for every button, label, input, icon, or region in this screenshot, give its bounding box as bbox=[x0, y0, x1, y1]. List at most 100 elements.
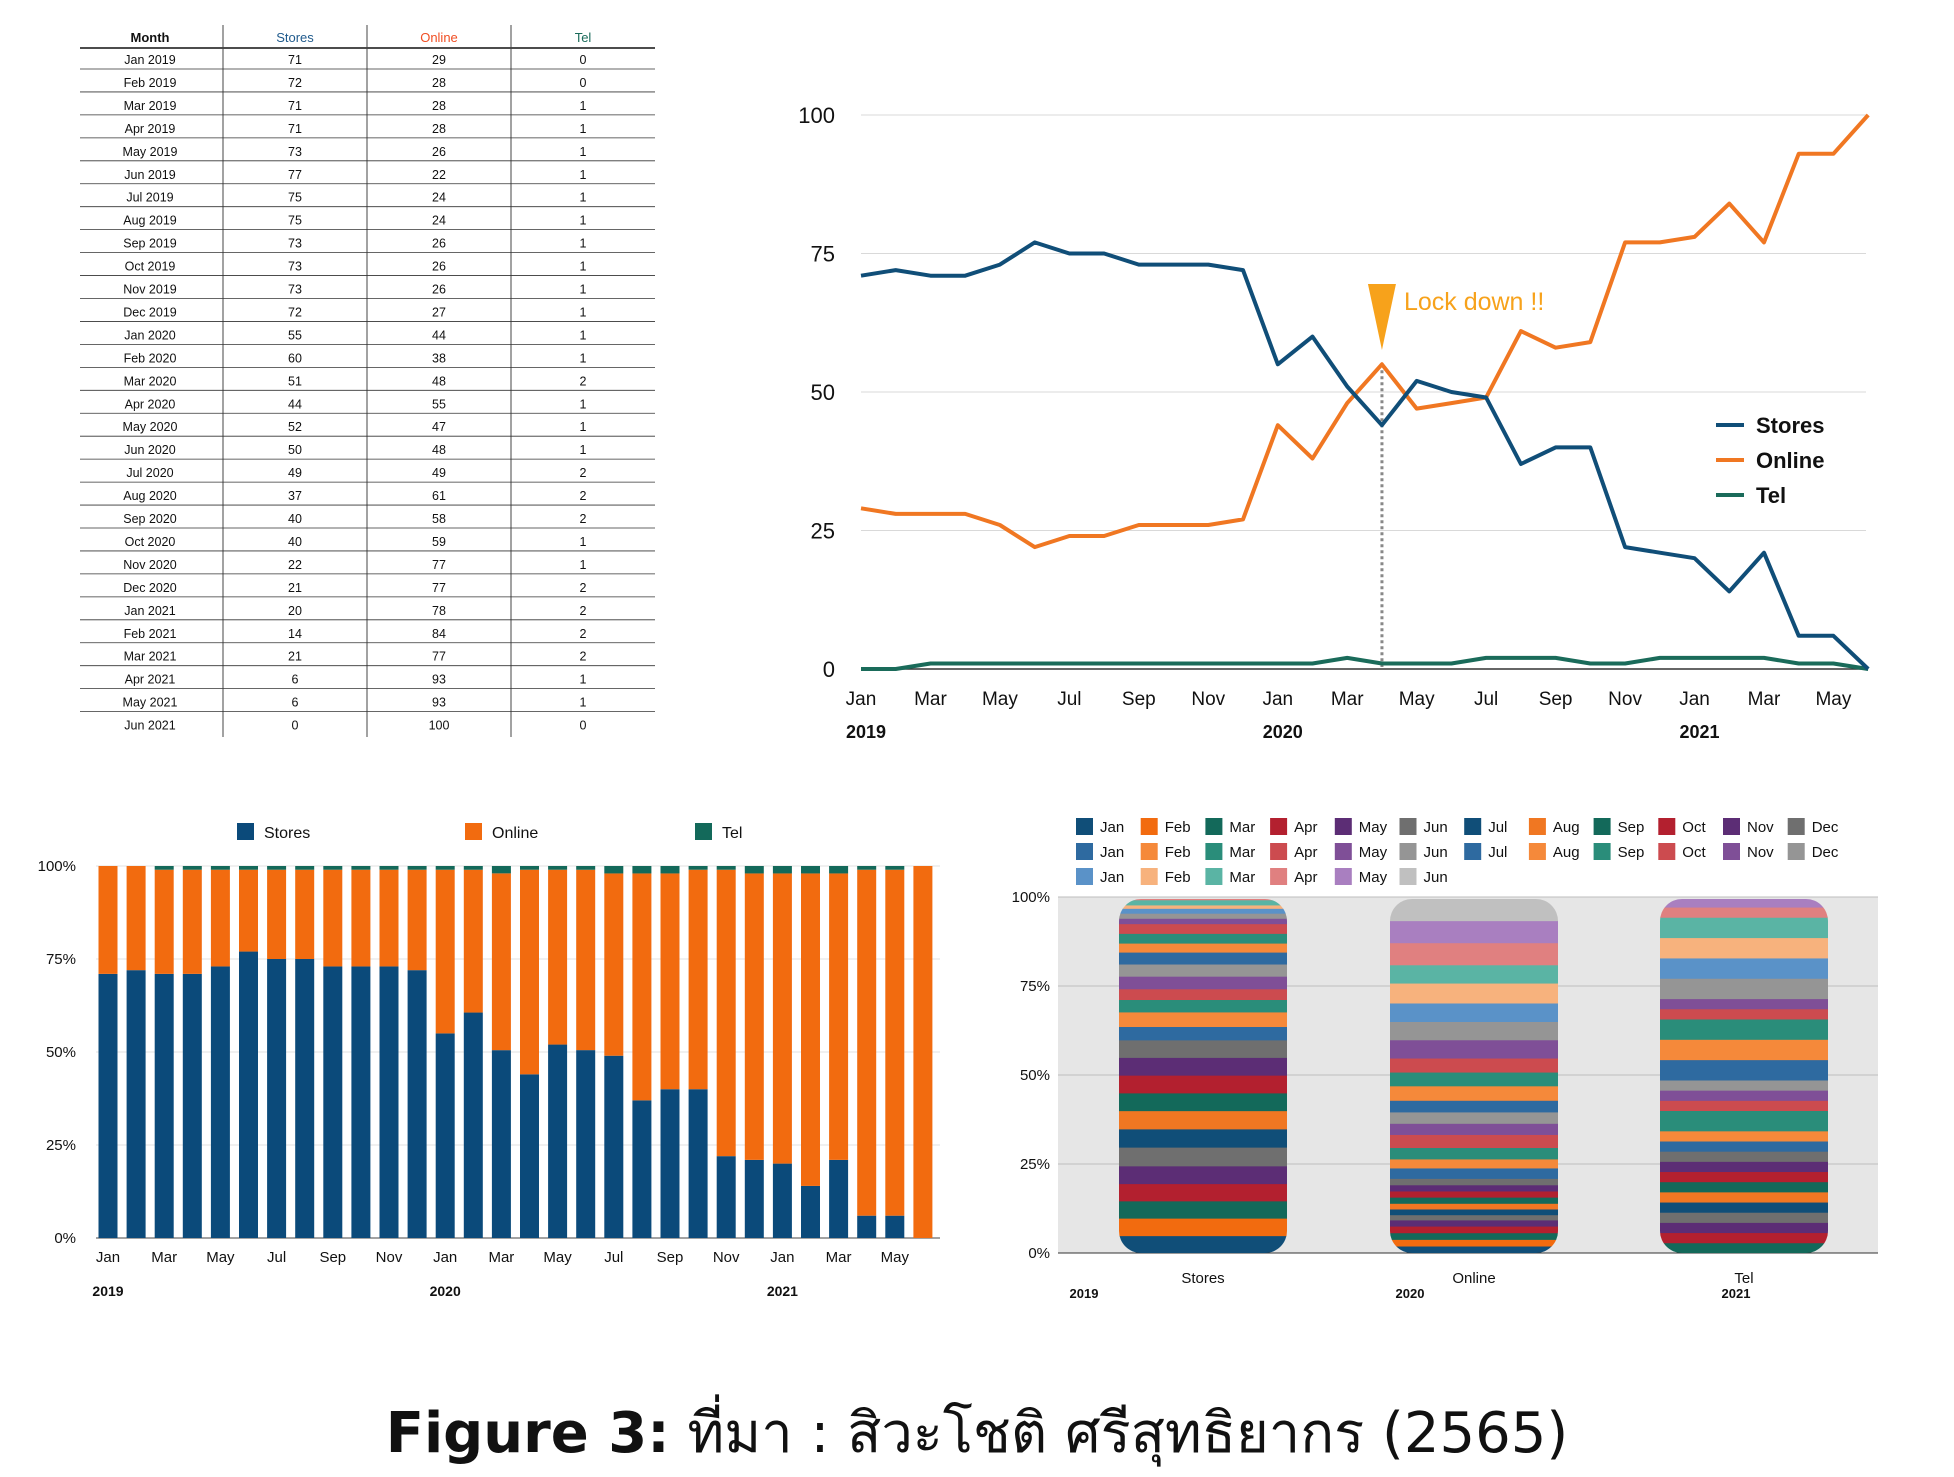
table-cell: 26 bbox=[432, 260, 446, 274]
composition-segment bbox=[1660, 917, 1828, 939]
composition-legend-swatch bbox=[1334, 818, 1352, 835]
composition-legend-label: May bbox=[1359, 844, 1388, 861]
line-chart-xtick: Nov bbox=[1608, 689, 1642, 710]
bar-chart-xtick: Jan bbox=[96, 1249, 120, 1266]
composition-legend-swatch bbox=[1270, 843, 1288, 860]
line-chart-xtick: Jan bbox=[1262, 689, 1293, 710]
composition-segment bbox=[1119, 988, 1287, 1001]
composition-legend-swatch bbox=[1205, 868, 1223, 885]
table-cell: 1 bbox=[580, 283, 587, 297]
composition-segment bbox=[1660, 1019, 1828, 1040]
composition-year-label: 2019 bbox=[1070, 1286, 1099, 1301]
composition-year-label: 2020 bbox=[1396, 1286, 1425, 1301]
table-cell: 1 bbox=[580, 420, 587, 434]
table-header-tel: Tel bbox=[575, 30, 592, 45]
composition-legend-swatch bbox=[1334, 868, 1352, 885]
bar-segment-tel bbox=[407, 866, 427, 870]
composition-category-label: Online bbox=[1452, 1270, 1495, 1287]
table-cell: 47 bbox=[432, 420, 446, 434]
table-cell: 93 bbox=[432, 696, 446, 710]
bar-chart-ytick: 75% bbox=[46, 951, 76, 968]
line-chart-xtick: May bbox=[1399, 689, 1435, 710]
table-cell: 26 bbox=[432, 145, 446, 159]
bar-segment-tel bbox=[744, 866, 764, 874]
table-cell: 48 bbox=[432, 374, 446, 388]
bar-segment-stores bbox=[435, 1033, 455, 1238]
line-chart-ytick: 100 bbox=[798, 103, 835, 128]
composition-segment bbox=[1119, 899, 1287, 906]
composition-ytick: 75% bbox=[1020, 978, 1050, 995]
table-cell: 1 bbox=[580, 558, 587, 572]
composition-segment bbox=[1390, 1239, 1558, 1247]
composition-legend-swatch bbox=[1787, 843, 1805, 860]
bar-segment-online bbox=[857, 869, 877, 1216]
bar-chart-xtick: May bbox=[206, 1249, 235, 1266]
bar-segment-online bbox=[885, 869, 905, 1216]
table-cell: 2 bbox=[580, 489, 587, 503]
bar-segment-tel bbox=[772, 866, 792, 874]
bar-chart-xtick: Jul bbox=[267, 1249, 286, 1266]
table-cell: Feb 2020 bbox=[124, 351, 177, 365]
composition-segment bbox=[1390, 964, 1558, 984]
composition-segment bbox=[1660, 937, 1828, 959]
bar-segment-tel bbox=[548, 866, 568, 870]
table-cell: 0 bbox=[292, 719, 299, 733]
bar-chart-xtick: Sep bbox=[319, 1249, 346, 1266]
composition-segment bbox=[1660, 1191, 1828, 1203]
composition-segment bbox=[1660, 958, 1828, 979]
composition-legend-swatch bbox=[1205, 843, 1223, 860]
composition-segment bbox=[1660, 1130, 1828, 1142]
bar-segment-tel bbox=[801, 866, 820, 874]
lockdown-annotation: Lock down !! bbox=[1404, 288, 1544, 316]
line-chart-year-label: 2020 bbox=[1263, 722, 1303, 742]
table-cell: 75 bbox=[288, 191, 302, 205]
table-cell: Jan 2021 bbox=[124, 604, 175, 618]
composition-segment bbox=[1660, 1141, 1828, 1152]
composition-legend-label: Mar bbox=[1229, 819, 1255, 836]
composition-segment bbox=[1390, 942, 1558, 966]
bar-segment-tel bbox=[829, 866, 849, 874]
line-chart-xtick: Mar bbox=[1748, 689, 1781, 710]
table-cell: 1 bbox=[580, 535, 587, 549]
table-cell: 77 bbox=[432, 581, 446, 595]
line-chart-xtick: Jul bbox=[1057, 689, 1081, 710]
composition-segment bbox=[1390, 1214, 1558, 1221]
bar-legend-swatch bbox=[695, 823, 712, 840]
composition-segment bbox=[1660, 1181, 1828, 1193]
bar-segment-tel bbox=[857, 866, 877, 870]
table-cell: 71 bbox=[288, 99, 302, 113]
table-cell: 77 bbox=[432, 650, 446, 664]
composition-legend-swatch bbox=[1593, 818, 1611, 835]
bar-segment-online bbox=[716, 869, 736, 1157]
bar-chart-xtick: May bbox=[543, 1249, 572, 1266]
table-cell: 1 bbox=[580, 191, 587, 205]
table-cell: Oct 2019 bbox=[125, 260, 176, 274]
line-series-online bbox=[860, 113, 1870, 550]
composition-segment bbox=[1390, 1197, 1558, 1204]
table-cell: 1 bbox=[580, 99, 587, 113]
composition-legend-label: Jul bbox=[1488, 819, 1507, 836]
bar-segment-online bbox=[435, 869, 455, 1034]
bar-legend-label: Stores bbox=[264, 825, 310, 842]
line-series-tel bbox=[861, 655, 1869, 671]
table-cell: May 2019 bbox=[123, 145, 178, 159]
composition-segment bbox=[1660, 1059, 1828, 1081]
bar-segment-stores bbox=[548, 1044, 568, 1238]
composition-segment bbox=[1119, 1218, 1287, 1237]
table-cell: Jul 2020 bbox=[126, 466, 173, 480]
composition-segment bbox=[1390, 1168, 1558, 1179]
table-cell: Apr 2020 bbox=[125, 397, 176, 411]
composition-segment bbox=[1660, 1100, 1828, 1111]
line-series-stores bbox=[860, 240, 1870, 671]
composition-segment bbox=[1660, 1039, 1828, 1061]
bar-segment-online bbox=[379, 869, 399, 967]
composition-legend-swatch bbox=[1464, 818, 1482, 835]
table-cell: 26 bbox=[432, 237, 446, 251]
table-cell: 20 bbox=[288, 604, 302, 618]
bar-segment-tel bbox=[210, 866, 230, 870]
table-cell: 1 bbox=[580, 351, 587, 365]
table-cell: Jan 2020 bbox=[124, 328, 175, 342]
bar-segment-tel bbox=[576, 866, 596, 870]
table-cell: 72 bbox=[288, 305, 302, 319]
table-cell: 38 bbox=[432, 351, 446, 365]
